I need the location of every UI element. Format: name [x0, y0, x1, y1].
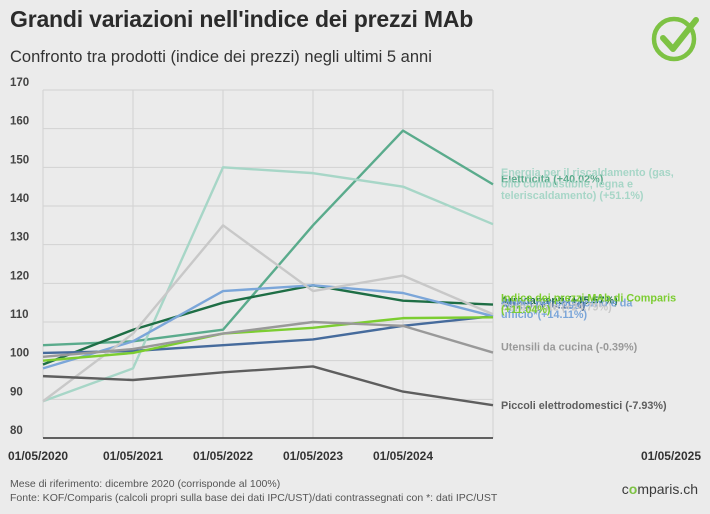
y-tick-label: 110 — [10, 309, 29, 321]
chart-title: Grandi variazioni nell'indice dei prezzi… — [10, 6, 474, 32]
y-tick-label: 80 — [10, 425, 23, 437]
x-tick-label: 01/05/2022 — [193, 449, 253, 463]
series-line — [42, 166, 494, 403]
series-line — [42, 316, 494, 362]
series-end-label: Indice dei prezzi MAb di Comparis — [501, 293, 676, 305]
y-tick-label: 150 — [10, 154, 29, 166]
series-end-label: olio combustibile, legna e — [501, 179, 633, 191]
series-line — [42, 320, 494, 358]
series-end-label: Mobili per soggiorno e da — [501, 298, 633, 310]
series-end-label: Energia per il riscaldamento (gas, — [501, 167, 674, 179]
series-end-label: Affitto (+10.11%) — [501, 300, 586, 312]
series-end-label: Piccoli elettrodomestici (-7.93%) — [501, 400, 667, 412]
footnote-source: Fonte: KOF/Comparis (calcoli propri sull… — [10, 492, 498, 504]
x-tick-label: 01/05/2024 — [373, 449, 433, 463]
y-tick-label: 90 — [10, 386, 23, 398]
brand-part-1: c — [621, 481, 629, 497]
y-tick-label: 100 — [10, 348, 29, 360]
y-tick-label: 130 — [10, 232, 29, 244]
brand-part-3: mparis.ch — [637, 481, 698, 497]
series-end-label: teleriscaldamento) (+51.1%) — [501, 190, 644, 202]
series-end-label: Elettricità (+40.02%) — [501, 174, 604, 186]
footnote-reference: Mese di riferimento: dicembre 2020 (corr… — [10, 478, 281, 490]
x-tick-label: 01/05/2025 — [641, 449, 701, 463]
series-end-label: Carburante (+24.79%) — [501, 302, 612, 314]
y-tick-label: 170 — [10, 77, 29, 89]
y-tick-label: 120 — [10, 270, 29, 282]
series-end-label: Utensili da cucina (-0.39%) — [501, 341, 638, 353]
brand-part-2: o — [628, 481, 638, 497]
series-end-label: Arredamenti (+15.57%) — [501, 295, 618, 307]
brand-logo: comparis.ch — [622, 481, 698, 497]
series-end-label: ufficio*(+14.11%) — [501, 309, 588, 321]
series-line — [42, 224, 494, 403]
y-tick-label: 160 — [10, 116, 29, 128]
series-line — [42, 129, 494, 347]
series-line — [42, 365, 494, 407]
x-tick-label: 01/05/2020 — [8, 449, 68, 463]
series-line — [42, 284, 494, 366]
checkmark-logo-icon — [651, 16, 699, 62]
chart-subtitle: Confronto tra prodotti (indice dei prezz… — [10, 48, 432, 66]
series-end-label: (+11.04%) — [501, 304, 551, 316]
x-tick-label: 01/05/2023 — [283, 449, 343, 463]
y-tick-label: 140 — [10, 193, 29, 205]
x-tick-label: 01/05/2021 — [103, 449, 163, 463]
